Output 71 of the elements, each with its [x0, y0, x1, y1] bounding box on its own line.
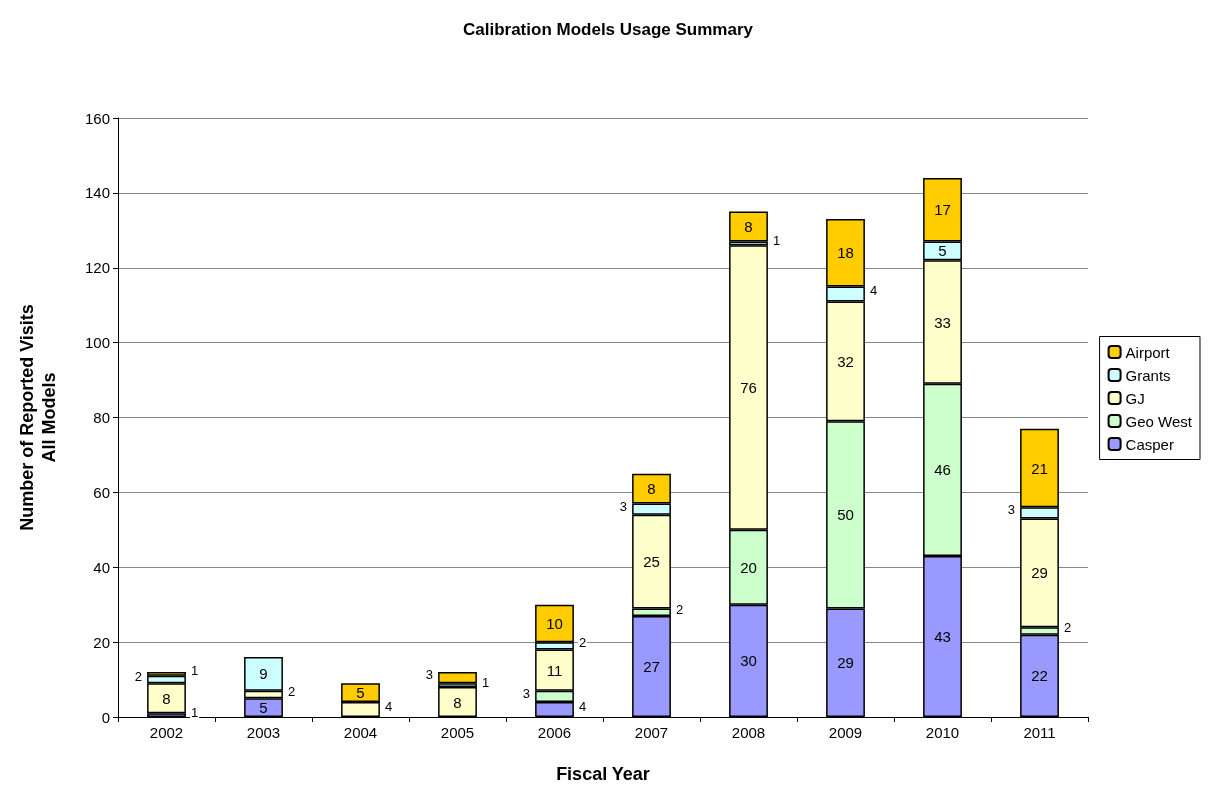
data-label: 3	[522, 685, 531, 701]
legend-label: GJ	[1125, 389, 1145, 407]
x-axis-title: Fiscal Year	[556, 764, 650, 784]
data-label: 1	[190, 704, 199, 720]
y-tick-label: 0	[101, 708, 110, 726]
x-tick-label: 2005	[440, 724, 475, 741]
y-tick-label: 40	[93, 558, 110, 576]
data-label: 3	[1007, 502, 1016, 518]
data-label: 11	[546, 661, 563, 679]
data-label: 22	[1031, 667, 1048, 685]
data-label: 1	[481, 674, 490, 690]
data-label: 4	[384, 699, 393, 715]
data-label: 17	[934, 201, 951, 219]
chart-title: Calibration Models Usage Summary	[462, 20, 754, 39]
data-label: 43	[934, 628, 951, 646]
data-label: 2	[578, 635, 587, 651]
y-tick-label: 140	[84, 184, 110, 202]
y-axis-title: Number of Reported Visits All Models	[17, 304, 59, 531]
x-tick-label: 2009	[828, 724, 863, 741]
legend-label: Casper	[1125, 435, 1174, 453]
data-label: 9	[259, 665, 268, 683]
data-label: 32	[837, 352, 854, 370]
data-label: 18	[837, 244, 854, 262]
y-tick-label: 80	[93, 409, 110, 426]
data-label: 2	[287, 684, 296, 700]
data-label: 29	[837, 654, 854, 672]
data-label: 4	[578, 699, 587, 715]
data-label: 4	[869, 283, 878, 299]
y-tick-label: 160	[84, 109, 110, 127]
data-label: 5	[356, 684, 365, 702]
data-label: 8	[647, 480, 656, 498]
legend-label: Grants	[1125, 366, 1171, 384]
y-tick-label: 60	[93, 483, 110, 501]
x-tick-label: 2007	[634, 724, 669, 741]
data-label: 46	[934, 461, 951, 479]
data-label: 3	[619, 498, 628, 514]
x-tick-label: 2011	[1023, 724, 1056, 741]
data-label: 29	[1031, 564, 1048, 582]
data-label: 8	[453, 693, 462, 711]
data-label: 30	[740, 652, 757, 670]
data-label: 27	[643, 657, 660, 675]
x-tick-label: 2002	[149, 724, 184, 741]
data-label: 2	[1063, 620, 1072, 636]
data-label: 33	[934, 313, 951, 331]
legend-label: Airport	[1125, 343, 1171, 361]
data-label: 2	[675, 601, 684, 617]
data-label: 5	[938, 242, 947, 260]
bar	[438, 672, 477, 684]
y-tick-label: 100	[84, 334, 110, 352]
data-label: 8	[744, 218, 753, 236]
x-tick-label: 2006	[537, 724, 572, 741]
data-label: 5	[259, 699, 268, 717]
data-label: 1	[190, 663, 199, 679]
data-label: 1	[772, 232, 781, 248]
legend-label: Geo West	[1125, 412, 1193, 430]
data-label: 76	[740, 379, 757, 397]
data-label: 50	[837, 506, 854, 524]
data-label: 10	[546, 614, 563, 632]
data-label: 21	[1031, 459, 1048, 477]
data-label: 2	[134, 669, 143, 685]
y-tick-label: 120	[84, 259, 110, 277]
y-tick-label: 20	[93, 633, 110, 651]
bar	[729, 211, 768, 242]
data-label: 20	[740, 558, 757, 576]
x-tick-label: 2008	[731, 724, 766, 741]
x-tick-label: 2010	[925, 724, 960, 741]
data-label: 8	[162, 689, 171, 707]
x-tick-label: 2004	[343, 724, 378, 741]
data-label: 25	[643, 553, 660, 571]
x-tick-label: 2003	[246, 724, 281, 741]
data-label: 3	[425, 667, 434, 683]
